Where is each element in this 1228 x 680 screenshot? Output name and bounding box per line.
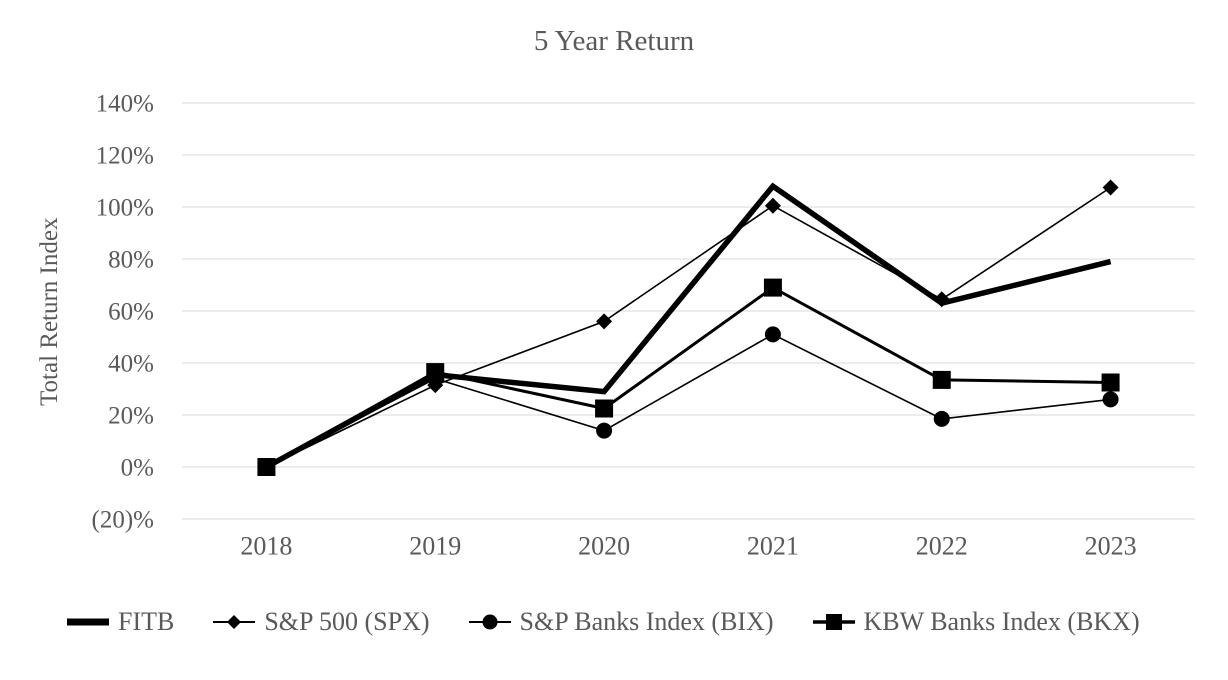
legend-label: FITB <box>118 607 175 636</box>
legend: FITB S&P 500 (SPX) S&P Banks Index (BIX) KB… <box>66 601 1140 643</box>
y-axis-tick-label: 80% <box>108 247 154 274</box>
legend-item-bkx: KBW Banks Index (BKX) <box>812 607 1140 637</box>
legend-fitb-swatch-icon <box>67 618 109 626</box>
series-spx-line <box>266 186 1112 468</box>
series-bix-line <box>266 333 1111 468</box>
legend-bix-swatch-icon <box>468 614 511 630</box>
legend-item-fitb: FITB <box>66 607 174 637</box>
y-axis-tick-label: 20% <box>108 403 154 430</box>
legend-spx-swatch-icon <box>213 615 256 629</box>
y-axis-tick-label: 60% <box>108 299 154 326</box>
y-axis-tick-label: 120% <box>96 143 154 170</box>
plot-area: 140% 120% 100% 80% 60% 40% 20% 0% (20)% 2018 2019 2… <box>92 91 1195 561</box>
legend-label: S&P 500 (SPX) <box>264 607 430 636</box>
series-bkx-marker <box>932 370 951 389</box>
series-bix-marker <box>596 422 613 439</box>
series-bkx-marker <box>426 363 445 382</box>
series-spx-marker <box>1102 179 1119 196</box>
x-axis-tick-label: 2023 <box>1085 532 1137 561</box>
legend-square-icon <box>825 614 842 630</box>
series-bix-marker <box>1102 391 1119 408</box>
series-spx-marker <box>933 291 950 308</box>
legend-label: S&P Banks Index (BIX) <box>519 607 774 636</box>
x-axis-tick-label: 2019 <box>409 532 461 561</box>
series-fitb-line <box>265 182 1112 470</box>
legend-item-spx: S&P 500 (SPX) <box>212 607 430 637</box>
series-spx-marker <box>764 197 781 214</box>
series-bkx-marker <box>1101 373 1120 392</box>
series-bkx-marker <box>257 458 276 476</box>
y-axis-tick-label: 140% <box>96 91 154 118</box>
legend-circle-icon <box>482 614 498 630</box>
legend-bkx-swatch-icon <box>812 614 855 630</box>
legend-item-bix: S&P Banks Index (BIX) <box>468 607 774 637</box>
series-spx-marker <box>596 313 613 330</box>
series-bkx-marker <box>763 278 782 297</box>
x-axis-tick-label: 2018 <box>240 532 292 561</box>
x-axis-tick-label: 2020 <box>578 532 630 561</box>
y-axis-tick-label: 40% <box>108 351 154 378</box>
x-axis-tick-label: 2022 <box>916 532 968 561</box>
legend-diamond-icon <box>227 615 242 629</box>
series-bkx-marker <box>595 399 614 418</box>
y-axis-tick-label: (20)% <box>92 507 154 534</box>
legend-label: KBW Banks Index (BKX) <box>863 607 1140 636</box>
series-bix-marker <box>933 410 950 427</box>
series-bix-marker <box>764 326 781 343</box>
series-bkx-line <box>265 285 1111 469</box>
x-axis-tick-label: 2021 <box>747 532 799 561</box>
y-axis-tick-label: 100% <box>96 195 154 222</box>
chart-title: 5 Year Return <box>533 25 695 57</box>
y-axis-tick-label: 0% <box>121 455 154 482</box>
